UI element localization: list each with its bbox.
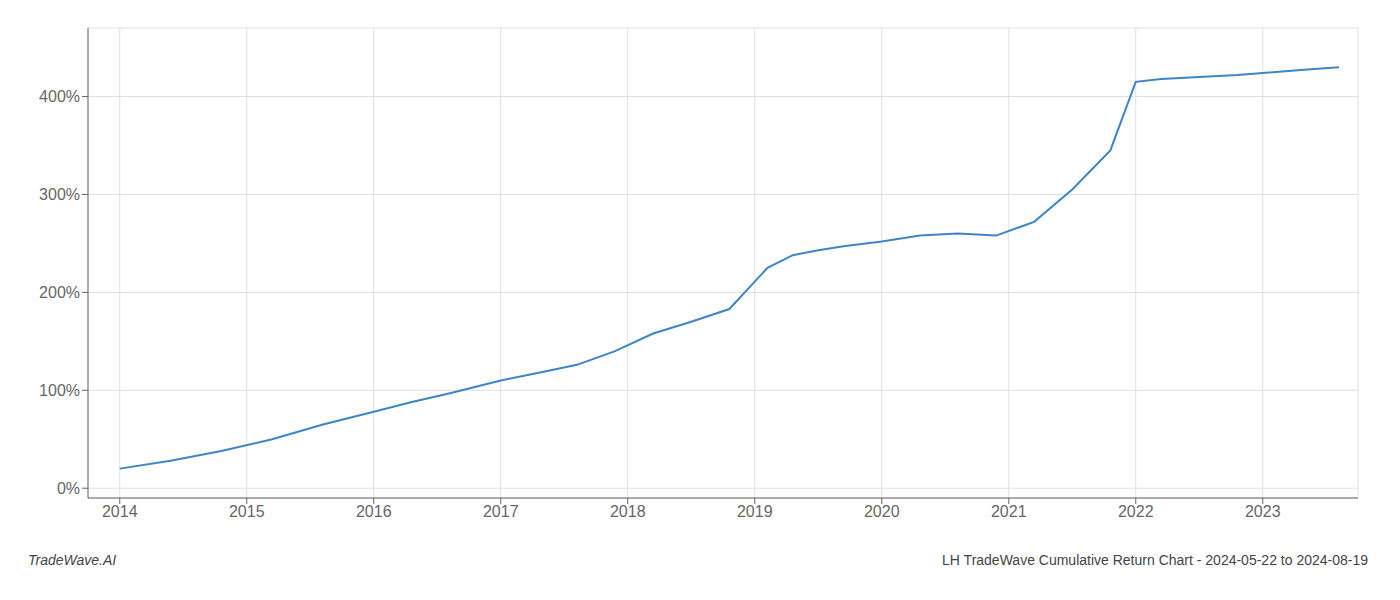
- html-text:TradeWave.AI: TradeWave.AI: [28, 552, 117, 568]
- svg-text:400%: 400%: [39, 88, 80, 105]
- svg-text:2015: 2015: [229, 503, 265, 520]
- svg-text:2016: 2016: [356, 503, 392, 520]
- svg-text:2017: 2017: [483, 503, 519, 520]
- svg-text:2018: 2018: [610, 503, 646, 520]
- svg-text:2023: 2023: [1245, 503, 1281, 520]
- svg-text:2019: 2019: [737, 503, 773, 520]
- svg-text:2022: 2022: [1118, 503, 1154, 520]
- svg-text:2014: 2014: [102, 503, 138, 520]
- svg-text:0%: 0%: [57, 480, 80, 497]
- html-text:LH TradeWave Cumulative Return: LH TradeWave Cumulative Return Chart - 2…: [942, 552, 1368, 568]
- svg-text:2020: 2020: [864, 503, 900, 520]
- svg-text:300%: 300%: [39, 186, 80, 203]
- svg-text:100%: 100%: [39, 382, 80, 399]
- svg-text:200%: 200%: [39, 284, 80, 301]
- svg-text:2021: 2021: [991, 503, 1027, 520]
